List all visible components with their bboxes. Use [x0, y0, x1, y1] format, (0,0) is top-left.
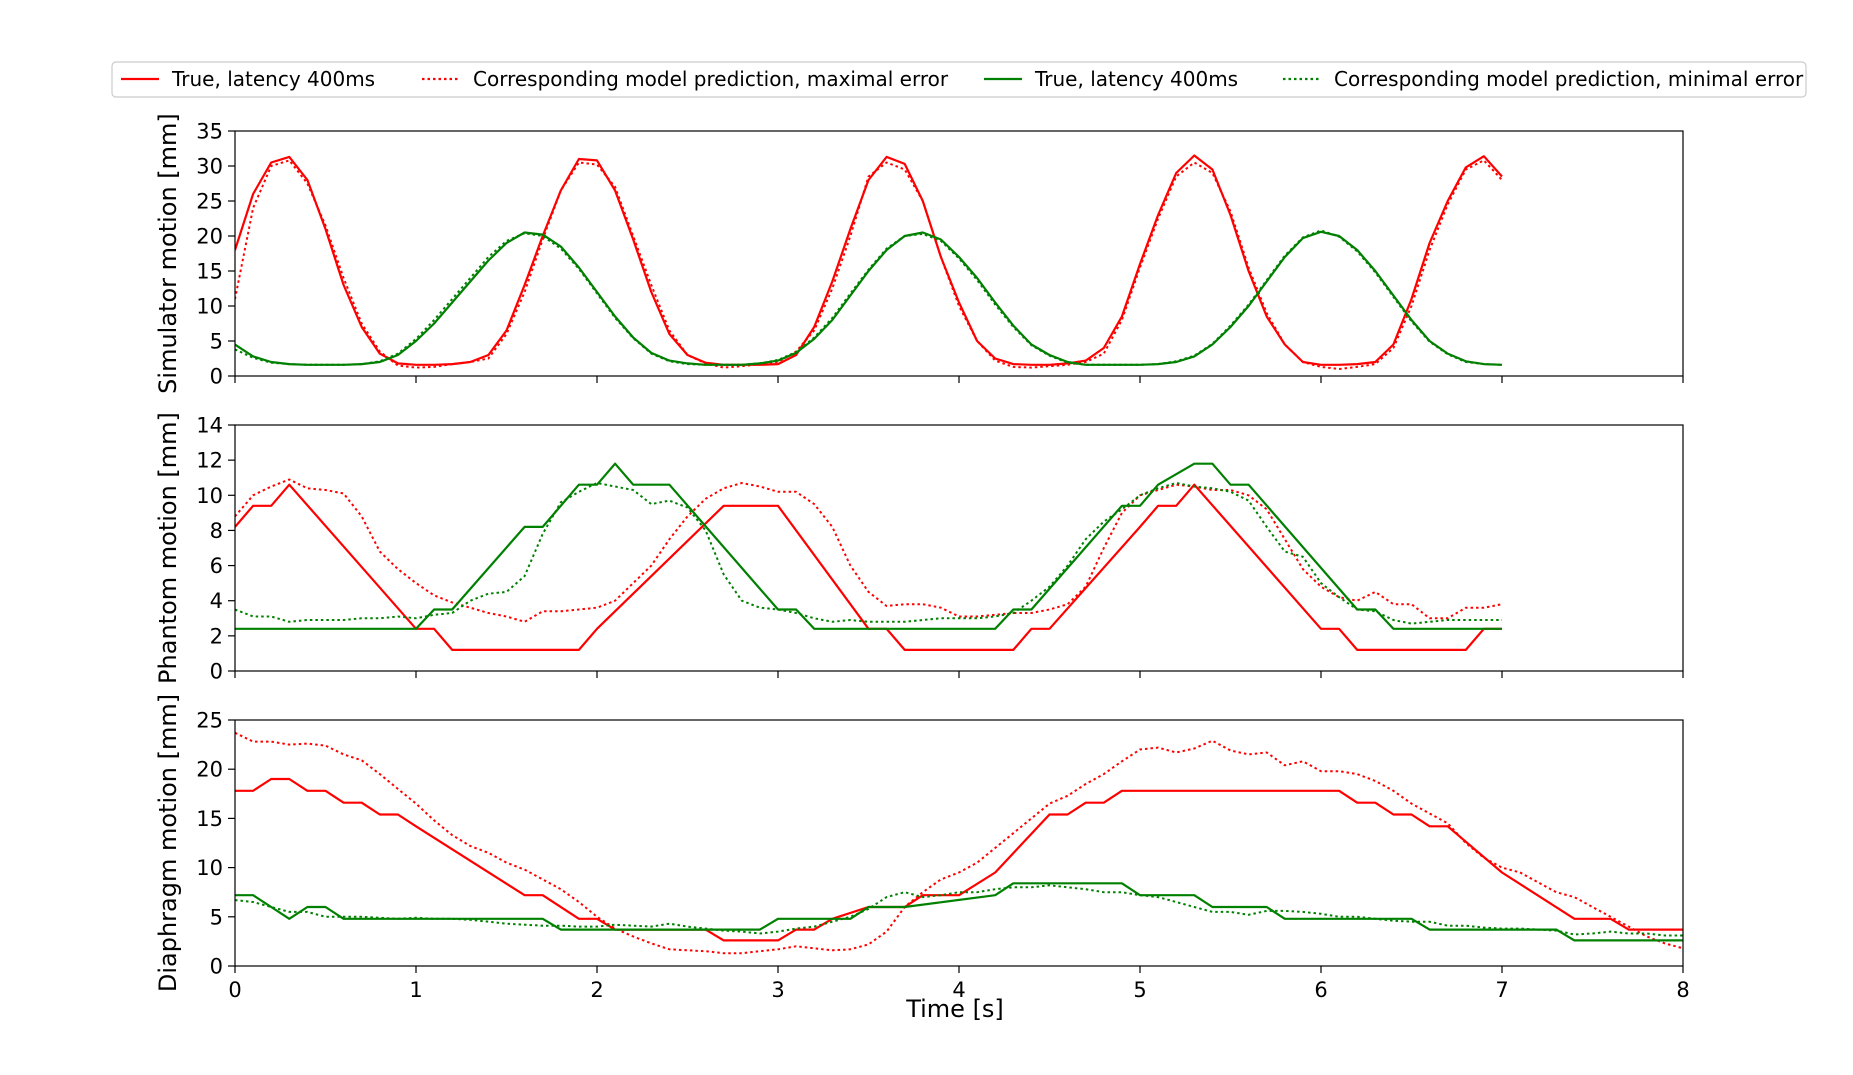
panel-3-series	[235, 731, 1683, 955]
series-line-2-2	[235, 478, 1503, 623]
x-tick-label-3: 3	[771, 978, 784, 1002]
series-line-1-4	[235, 229, 1503, 366]
y-tick-label-3-4: 20	[196, 758, 223, 782]
y-tick-label-2-4: 8	[210, 519, 223, 543]
series-line-2-3	[235, 462, 1502, 630]
series-line-2-4	[235, 482, 1502, 625]
y-tick-label-3-2: 10	[196, 856, 223, 880]
legend-label-4: Corresponding model prediction, minimal …	[1334, 67, 1804, 91]
panel-3: 0 5 10 15 20 25 0 1 2 3 4 5 6 7 8 Diaphragm motion [mm]	[154, 694, 1690, 1002]
y-axis-label-3: Diaphragm motion [mm]	[154, 694, 182, 992]
x-tick-label-5: 5	[1133, 978, 1146, 1002]
y-tick-label-3-1: 5	[210, 905, 223, 929]
series-line-3-2	[235, 731, 1683, 955]
series-line-3-1	[235, 777, 1683, 942]
y-axis-label-1: Simulator motion [mm]	[154, 113, 182, 394]
x-tick-label-0: 0	[228, 978, 241, 1002]
y-tick-label-3-5: 25	[196, 709, 223, 733]
series-line-1-2	[235, 159, 1503, 370]
y-tick-label-1-6: 30	[196, 155, 223, 179]
y-tick-label-2-0: 0	[210, 660, 223, 684]
x-tick-label-4: 4	[952, 978, 965, 1002]
panel-1-series	[235, 154, 1503, 370]
x-axis-label: Time [s]	[905, 995, 1004, 1023]
legend: True, latency 400ms Corresponding model p…	[111, 61, 1807, 98]
x-tick-label-6: 6	[1314, 978, 1327, 1002]
legend-frame	[111, 61, 1807, 98]
y-tick-label-1-2: 10	[196, 295, 223, 319]
series-line-1-3	[235, 230, 1503, 366]
panel-1: 0 5 10 15 20 25 30 35 Simulator motion [mm]	[154, 113, 1684, 394]
y-tick-label-2-3: 6	[210, 554, 223, 578]
x-tick-label-7: 7	[1495, 978, 1508, 1002]
y-tick-label-1-7: 35	[196, 120, 223, 144]
x-tick-label-2: 2	[590, 978, 603, 1002]
y-axis-label-2: Phantom motion [mm]	[154, 412, 182, 684]
y-tick-label-1-0: 0	[210, 365, 223, 389]
series-line-2-1	[235, 483, 1502, 652]
y-tick-label-2-5: 10	[196, 484, 223, 508]
y-tick-label-2-7: 14	[196, 414, 223, 438]
series-line-3-3	[235, 882, 1683, 942]
legend-label-1: True, latency 400ms	[171, 67, 375, 91]
y-tick-label-1-4: 20	[196, 225, 223, 249]
panel-2-frame	[234, 424, 1684, 672]
y-tick-label-3-0: 0	[210, 955, 223, 979]
panel-2: 0 2 4 6 8 10 12 14 Phantom motion [mm]	[154, 412, 1684, 684]
series-line-3-4	[235, 884, 1683, 937]
x-tick-label-1: 1	[409, 978, 422, 1002]
legend-label-3: True, latency 400ms	[1034, 67, 1238, 91]
x-tick-label-8: 8	[1676, 978, 1689, 1002]
y-tick-label-1-3: 15	[196, 260, 223, 284]
y-tick-label-3-3: 15	[196, 807, 223, 831]
y-tick-label-2-1: 2	[210, 624, 223, 648]
y-tick-label-2-2: 4	[210, 589, 223, 613]
legend-label-2: Corresponding model prediction, maximal …	[473, 67, 949, 91]
y-tick-label-1-5: 25	[196, 190, 223, 214]
y-tick-label-2-6: 12	[196, 449, 223, 473]
panel-2-series	[235, 462, 1503, 652]
y-tick-label-1-1: 5	[210, 330, 223, 354]
